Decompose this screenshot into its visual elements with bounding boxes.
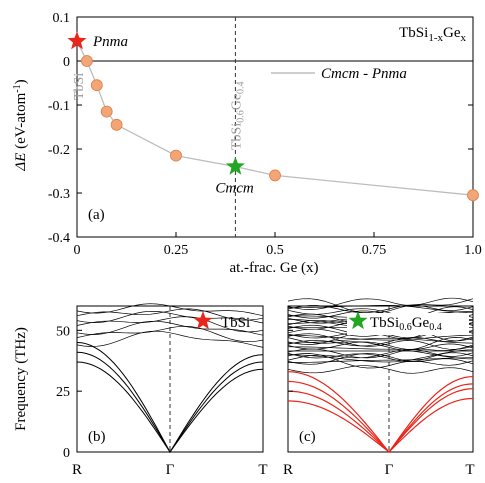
y-tick-label: 25 xyxy=(56,385,70,400)
panel-b-xtick-gamma: Γ xyxy=(166,462,175,478)
y-tick-label: 0 xyxy=(63,446,70,461)
panel-b-xtick-r: R xyxy=(72,462,82,478)
panel-a-frame xyxy=(76,16,474,238)
data-point xyxy=(170,149,182,162)
x-tick-label: 0.5 xyxy=(266,243,284,258)
vline-label-tbsi: TbSi xyxy=(72,73,87,100)
acoustic-band xyxy=(76,361,264,453)
legend: Cmcm - Pnma xyxy=(271,66,407,82)
panel-c-xtick-gamma: Γ xyxy=(385,462,394,478)
phonon-band xyxy=(287,365,474,374)
data-point xyxy=(81,55,93,67)
y-axis-label-a: ΔE (eV-atom-1) xyxy=(12,79,29,171)
phonon-band xyxy=(287,341,474,350)
phonon-band xyxy=(287,334,474,341)
x-axis-label: at.-frac. Ge (x) xyxy=(229,260,318,276)
phonon-band xyxy=(287,349,474,363)
panel-label-b: (b) xyxy=(88,429,106,445)
panel-a-title: TbSi1-xGex xyxy=(399,25,466,44)
panel-a-y-ticks: 0.1 0 -0.1 -0.2 -0.3 -0.4 xyxy=(48,11,473,246)
star-marker-cmcm xyxy=(225,156,245,175)
x-tick-label: 0.25 xyxy=(164,243,189,258)
panel-b-bands xyxy=(76,303,264,453)
phonon-band xyxy=(287,298,474,314)
data-point xyxy=(100,105,113,118)
phonon-band xyxy=(287,357,473,363)
data-point xyxy=(110,118,123,131)
panel-label-c: (c) xyxy=(299,429,316,445)
panel-c-title: TbSi0.6Ge0.4 xyxy=(370,315,442,333)
panel-c-xtick-t: T xyxy=(465,462,474,478)
acoustic-band xyxy=(287,371,474,453)
panel-b-phonon-tbsi: 0 25 50 TbSi (b) Frequency (THz) R Γ T xyxy=(13,303,268,478)
x-tick-label: 1.0 xyxy=(464,243,482,258)
panel-a-x-ticks: 0 0.25 0.5 0.75 1.0 xyxy=(74,232,482,258)
star-marker-pnma xyxy=(67,31,87,50)
phonon-band xyxy=(287,297,474,310)
series-points xyxy=(81,55,479,202)
phonon-band xyxy=(288,346,474,360)
y-tick-label: 0.1 xyxy=(53,11,71,26)
y-tick-label: 0 xyxy=(63,55,70,70)
x-tick-label: 0 xyxy=(74,243,81,258)
y-tick-label: -0.3 xyxy=(48,187,70,202)
panel-b-y-ticks: 0 25 50 xyxy=(56,324,82,461)
panel-b-xtick-t: T xyxy=(258,462,267,478)
y-axis-label-frequency: Frequency (THz) xyxy=(13,327,29,431)
y-tick-label: -0.2 xyxy=(48,143,70,158)
star-icon-tbsige xyxy=(348,311,368,330)
panel-c-y-ticks xyxy=(288,329,293,453)
vline-label-tbsi06ge04: TbSi0.6Ge0.4 xyxy=(229,81,246,150)
panel-a-energy-chart: 0.1 0 -0.1 -0.2 -0.3 -0.4 0 0.25 0.5 0.75 1.0 TbS… xyxy=(12,11,482,276)
phonon-band xyxy=(287,337,474,344)
panel-c-phonon-tbsige: TbSi0.6Ge0.4 (c) R Γ T xyxy=(283,297,475,478)
y-tick-label: 50 xyxy=(56,324,70,339)
phonon-band xyxy=(287,344,474,359)
phonon-band xyxy=(288,305,474,314)
phonon-band xyxy=(287,353,474,365)
panel-b-title: TbSi xyxy=(221,315,250,331)
y-tick-label: -0.1 xyxy=(48,99,70,114)
panel-c-xtick-r: R xyxy=(283,462,293,478)
data-point xyxy=(90,79,103,92)
data-point xyxy=(467,189,479,202)
legend-label: Cmcm - Pnma xyxy=(321,66,407,82)
marker-label-pnma: Pnma xyxy=(92,34,128,50)
phonon-band xyxy=(287,352,474,362)
phonon-band xyxy=(76,330,264,348)
phonon-band xyxy=(76,325,264,343)
panel-label-a: (a) xyxy=(88,207,105,223)
phonon-band xyxy=(287,304,474,313)
phonon-band xyxy=(287,336,474,347)
panel-c-title-bg xyxy=(347,313,469,335)
y-tick-label: -0.4 xyxy=(48,231,70,246)
marker-label-cmcm: Cmcm xyxy=(215,181,253,197)
phonon-band xyxy=(287,333,474,350)
data-point xyxy=(269,169,281,182)
phonon-band xyxy=(287,348,474,361)
phonon-band xyxy=(76,308,264,321)
star-icon-tbsi xyxy=(193,311,213,330)
acoustic-band xyxy=(287,397,474,453)
x-tick-label: 0.75 xyxy=(362,243,387,258)
panel-c-frame xyxy=(287,305,474,453)
